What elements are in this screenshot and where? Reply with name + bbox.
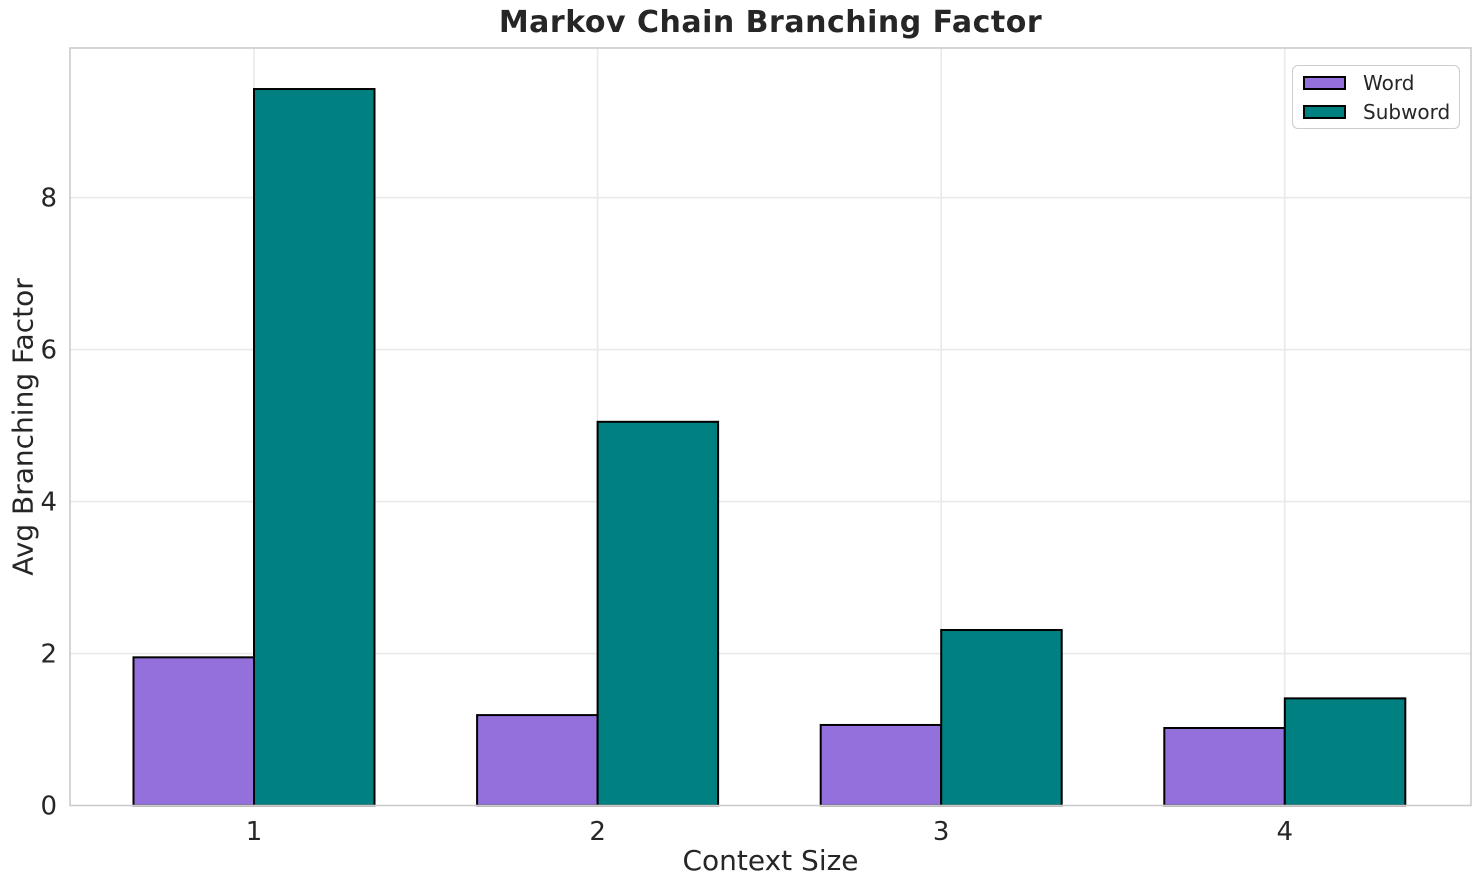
bar-subword-2 [596, 420, 720, 807]
y-tick-label: 8 [40, 184, 57, 214]
legend-swatch-word [1303, 75, 1346, 90]
bar-word-1 [132, 656, 255, 807]
legend-swatch-subword [1303, 104, 1346, 119]
bar-subword-4 [1283, 697, 1407, 807]
legend-label: Word [1363, 70, 1415, 95]
legend-entry-word: Word [1303, 73, 1449, 93]
bar-word-2 [476, 714, 599, 807]
y-tick-label: 0 [40, 792, 57, 822]
legend-label: Subword [1363, 99, 1451, 124]
bar-subword-1 [253, 88, 376, 807]
y-tick-label: 2 [40, 640, 57, 670]
bar-word-3 [819, 723, 943, 807]
bar-subword-3 [940, 628, 1063, 807]
chart-title: Markov Chain Branching Factor [498, 5, 1043, 40]
legend-entry-subword: Subword [1303, 99, 1451, 124]
x-tick-label: 2 [589, 817, 606, 847]
y-tick-label: 6 [40, 336, 57, 366]
legend: Word Subword [1292, 65, 1460, 129]
y-axis-label: Avg Branching Factor [6, 278, 40, 576]
x-tick-label: 1 [246, 817, 263, 847]
y-tick-label: 4 [40, 488, 57, 518]
x-tick-label: 3 [933, 817, 950, 847]
bar-word-4 [1163, 727, 1286, 807]
x-tick-label: 4 [1277, 817, 1294, 847]
x-axis-label: Context Size [682, 844, 859, 877]
plot-border [69, 47, 1472, 807]
